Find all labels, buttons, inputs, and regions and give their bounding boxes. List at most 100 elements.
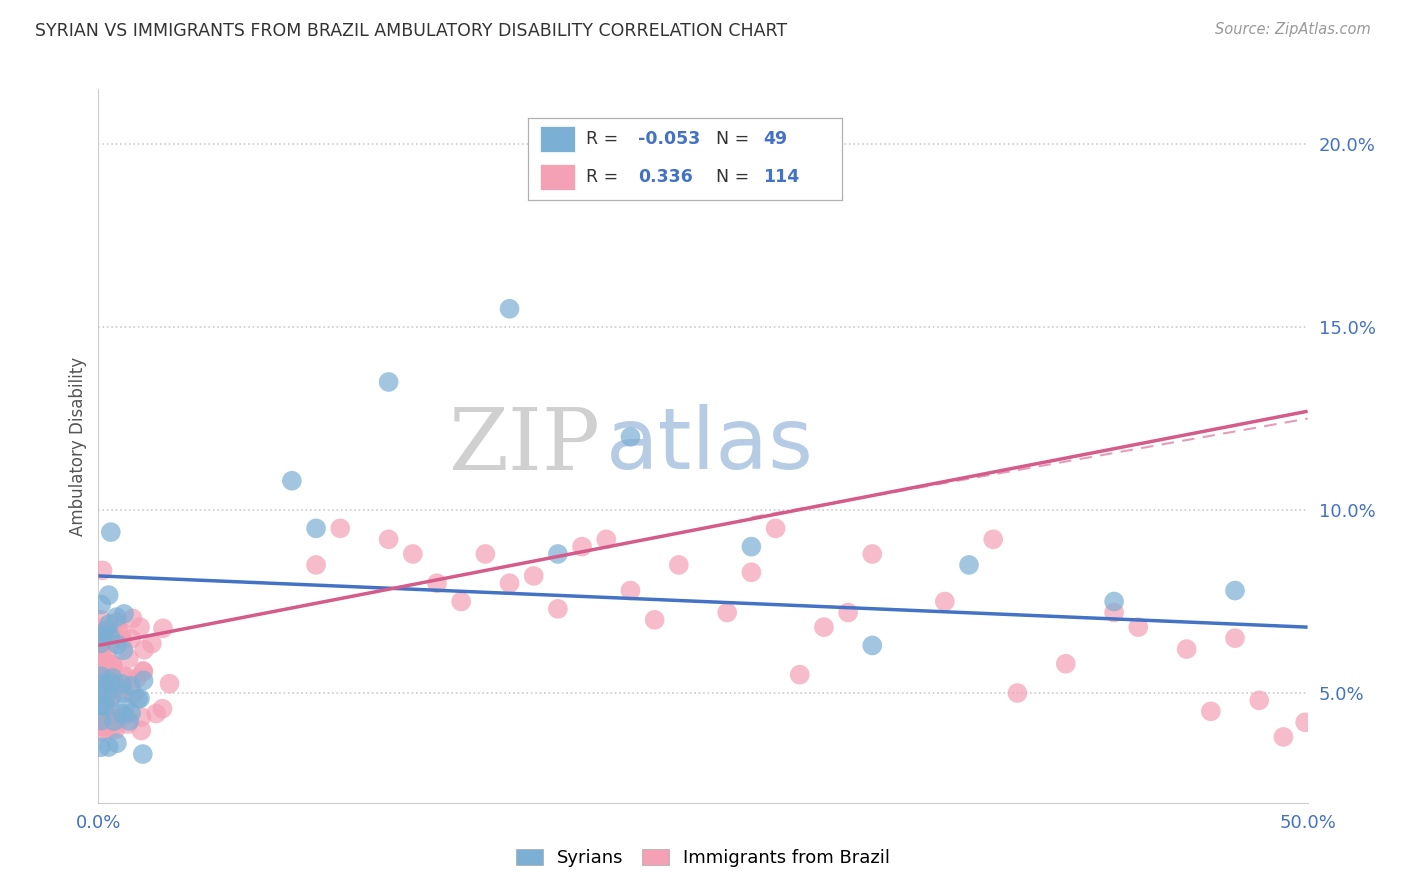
Point	[90, 655, 112, 669]
Point	[107, 712, 129, 726]
Point	[91, 689, 114, 703]
Point	[107, 622, 129, 636]
Point	[90, 740, 112, 755]
Point	[1223, 631, 1246, 645]
Point	[105, 637, 128, 651]
Point	[668, 558, 690, 572]
Point	[120, 706, 142, 720]
Point	[94, 693, 117, 707]
Point	[281, 474, 304, 488]
Point	[98, 629, 121, 643]
Point	[90, 645, 112, 659]
Point	[93, 699, 115, 714]
Point	[112, 607, 135, 621]
Point	[132, 673, 155, 688]
Point	[1199, 704, 1222, 718]
Point	[118, 714, 141, 728]
Point	[402, 547, 425, 561]
Point	[789, 667, 811, 681]
Point	[860, 639, 883, 653]
Point	[1128, 620, 1150, 634]
Point	[97, 656, 120, 670]
Point	[98, 617, 121, 632]
Point	[90, 675, 112, 690]
Point	[90, 689, 112, 703]
Point	[100, 690, 122, 705]
Point	[595, 533, 617, 547]
Point	[1249, 693, 1271, 707]
Point	[101, 711, 124, 725]
Text: Source: ZipAtlas.com: Source: ZipAtlas.com	[1215, 22, 1371, 37]
Point	[740, 566, 762, 580]
Point	[110, 677, 132, 691]
Point	[103, 687, 125, 701]
Point	[132, 664, 155, 678]
Point	[90, 682, 112, 697]
Point	[112, 686, 135, 700]
Y-axis label: Ambulatory Disability: Ambulatory Disability	[69, 357, 87, 535]
Point	[100, 678, 122, 692]
Point	[90, 669, 112, 683]
Legend: Syrians, Immigrants from Brazil: Syrians, Immigrants from Brazil	[509, 841, 897, 874]
Point	[101, 660, 124, 674]
Point	[131, 710, 153, 724]
Point	[129, 691, 152, 706]
Point	[329, 521, 352, 535]
Point	[837, 606, 859, 620]
Point	[1294, 715, 1316, 730]
Point	[1102, 606, 1125, 620]
Point	[93, 718, 115, 732]
Point	[93, 632, 115, 647]
Point	[120, 679, 142, 693]
Point	[97, 739, 120, 754]
Point	[1102, 594, 1125, 608]
Point	[90, 708, 112, 723]
Point	[523, 569, 546, 583]
Point	[90, 690, 112, 705]
Text: ZIP: ZIP	[449, 404, 600, 488]
Point	[813, 620, 835, 634]
Point	[619, 430, 641, 444]
Point	[110, 625, 132, 640]
Point	[90, 667, 112, 681]
Point	[377, 533, 399, 547]
Point	[104, 723, 127, 737]
Point	[96, 646, 118, 660]
Point	[90, 685, 112, 699]
Point	[152, 621, 174, 635]
Point	[100, 658, 122, 673]
Point	[120, 632, 142, 646]
Point	[93, 629, 115, 643]
Point	[112, 709, 135, 723]
Point	[860, 547, 883, 561]
Point	[90, 598, 112, 612]
Point	[957, 558, 980, 572]
Point	[498, 576, 520, 591]
Point	[100, 525, 122, 540]
Point	[90, 663, 112, 677]
Point	[91, 718, 114, 732]
Point	[934, 594, 956, 608]
Point	[96, 623, 118, 637]
Point	[93, 676, 115, 690]
Point	[91, 720, 114, 734]
Point	[122, 687, 145, 701]
Point	[90, 719, 112, 733]
Point	[90, 613, 112, 627]
Point	[90, 696, 112, 710]
Point	[134, 642, 156, 657]
Point	[93, 680, 115, 694]
Point	[94, 637, 117, 651]
Point	[111, 681, 134, 696]
Point	[1054, 657, 1077, 671]
Point	[90, 656, 112, 670]
Point	[90, 681, 112, 695]
Point	[104, 718, 127, 732]
Point	[97, 588, 120, 602]
Point	[474, 547, 496, 561]
Point	[96, 687, 118, 701]
Point	[96, 722, 118, 736]
Point	[90, 714, 112, 728]
Point	[90, 636, 112, 650]
Point	[90, 653, 112, 667]
